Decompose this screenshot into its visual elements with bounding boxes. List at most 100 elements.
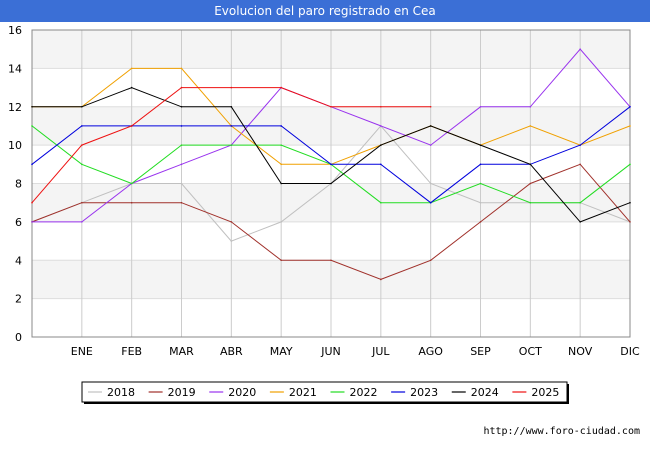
point-2025-8 — [429, 105, 432, 108]
plot-border — [31, 29, 631, 338]
point-2019-12 — [629, 221, 631, 223]
point-2019-1 — [81, 201, 83, 204]
point-2022-2 — [130, 182, 133, 185]
point-2018-8 — [429, 182, 432, 185]
point-2024-10 — [529, 163, 532, 166]
point-2018-3 — [180, 182, 183, 185]
legend-label-2019: 2019 — [168, 386, 196, 399]
point-2020-10 — [529, 105, 532, 108]
point-2019-8 — [429, 259, 432, 262]
point-2024-12 — [629, 201, 631, 204]
point-2019-4 — [230, 221, 233, 223]
point-2022-10 — [529, 201, 532, 204]
point-2024-1 — [81, 105, 83, 108]
y-tick-6: 6 — [15, 216, 22, 229]
point-2021-12 — [629, 125, 631, 127]
point-2022-9 — [479, 182, 482, 185]
legend: 2018 2019 2020 2021 2022 2023 2024 2025 — [81, 381, 569, 404]
point-2024-5 — [280, 182, 282, 185]
x-tick-feb: FEB — [121, 345, 142, 358]
point-2020-11 — [579, 48, 581, 50]
y-tick-16: 16 — [8, 24, 22, 37]
point-2020-0 — [31, 221, 33, 223]
point-2022-11 — [579, 201, 581, 204]
point-2024-8 — [429, 125, 432, 127]
point-2020-3 — [180, 163, 183, 166]
point-2024-9 — [479, 144, 482, 146]
point-2025-3 — [180, 86, 183, 89]
x-tick-oct: OCT — [519, 345, 542, 358]
point-2023-12 — [629, 105, 631, 108]
point-2019-6 — [330, 259, 332, 262]
y-tick-10: 10 — [8, 139, 22, 152]
x-tick-may: MAY — [270, 345, 293, 358]
series-2025 — [31, 86, 432, 204]
x-tick-jun: JUN — [320, 345, 341, 358]
x-tick-nov: NOV — [568, 345, 593, 358]
point-2025-4 — [230, 86, 233, 89]
point-2023-5 — [280, 125, 282, 127]
point-2024-4 — [230, 105, 233, 108]
legend-label-2018: 2018 — [107, 386, 135, 399]
point-2023-7 — [380, 163, 382, 166]
x-tick-mar: MAR — [169, 345, 194, 358]
x-tick-ago: AGO — [418, 345, 443, 358]
point-2022-3 — [180, 144, 183, 146]
point-2022-1 — [81, 163, 83, 166]
y-tick-2: 2 — [15, 293, 22, 306]
point-2024-2 — [130, 86, 133, 89]
point-2018-4 — [230, 240, 233, 242]
legend-label-2023: 2023 — [410, 386, 438, 399]
y-tick-8: 8 — [15, 178, 22, 191]
point-2025-2 — [130, 125, 133, 127]
legend-label-2025: 2025 — [531, 386, 559, 399]
point-2022-0 — [31, 125, 33, 127]
y-axis-ticks: 0 2 4 6 8 10 12 14 16 — [8, 24, 22, 344]
point-2019-3 — [180, 201, 183, 204]
point-2018-5 — [280, 221, 282, 223]
point-2019-9 — [479, 221, 482, 223]
point-2025-6 — [330, 105, 332, 108]
series-2019 — [31, 163, 631, 281]
point-2020-9 — [479, 105, 482, 108]
point-2020-7 — [380, 125, 382, 127]
point-2024-0 — [31, 105, 33, 108]
y-tick-0: 0 — [15, 331, 22, 344]
point-2020-1 — [81, 221, 83, 223]
x-tick-dic: DIC — [620, 345, 640, 358]
y-tick-14: 14 — [8, 62, 22, 75]
x-axis-ticks: ENE FEB MAR ABR MAY JUN JUL AGO SEP OCT NOV DIC — [71, 345, 640, 358]
point-2022-4 — [230, 144, 233, 146]
point-2023-0 — [31, 163, 33, 166]
point-2023-9 — [479, 163, 482, 166]
point-2022-12 — [629, 163, 631, 166]
point-2019-11 — [579, 163, 581, 166]
point-2018-9 — [479, 201, 482, 204]
plot-frame — [31, 29, 631, 338]
point-2021-5 — [280, 163, 282, 166]
x-tick-sep: SEP — [470, 345, 491, 358]
point-2019-7 — [380, 278, 382, 281]
x-tick-abr: ABR — [220, 345, 243, 358]
legend-label-2020: 2020 — [228, 386, 256, 399]
source-url: http://www.foro-ciudad.com — [483, 426, 640, 437]
point-2019-10 — [529, 182, 532, 185]
series-2024 — [31, 86, 631, 223]
point-2023-4 — [230, 125, 233, 127]
point-2023-6 — [330, 163, 332, 166]
point-2019-2 — [130, 201, 133, 204]
point-2024-3 — [180, 105, 183, 108]
legend-box — [81, 381, 568, 403]
point-2025-1 — [81, 144, 83, 146]
point-2020-8 — [429, 144, 432, 146]
y-tick-4: 4 — [15, 254, 22, 267]
point-2025-7 — [380, 105, 382, 108]
point-2025-0 — [31, 201, 33, 204]
legend-label-2021: 2021 — [289, 386, 317, 399]
point-2021-10 — [529, 125, 532, 127]
x-tick-jul: JUL — [371, 345, 390, 358]
chart-title: Evolucion del paro registrado en Cea — [0, 0, 650, 22]
point-2022-5 — [280, 144, 282, 146]
point-2023-8 — [429, 201, 432, 204]
